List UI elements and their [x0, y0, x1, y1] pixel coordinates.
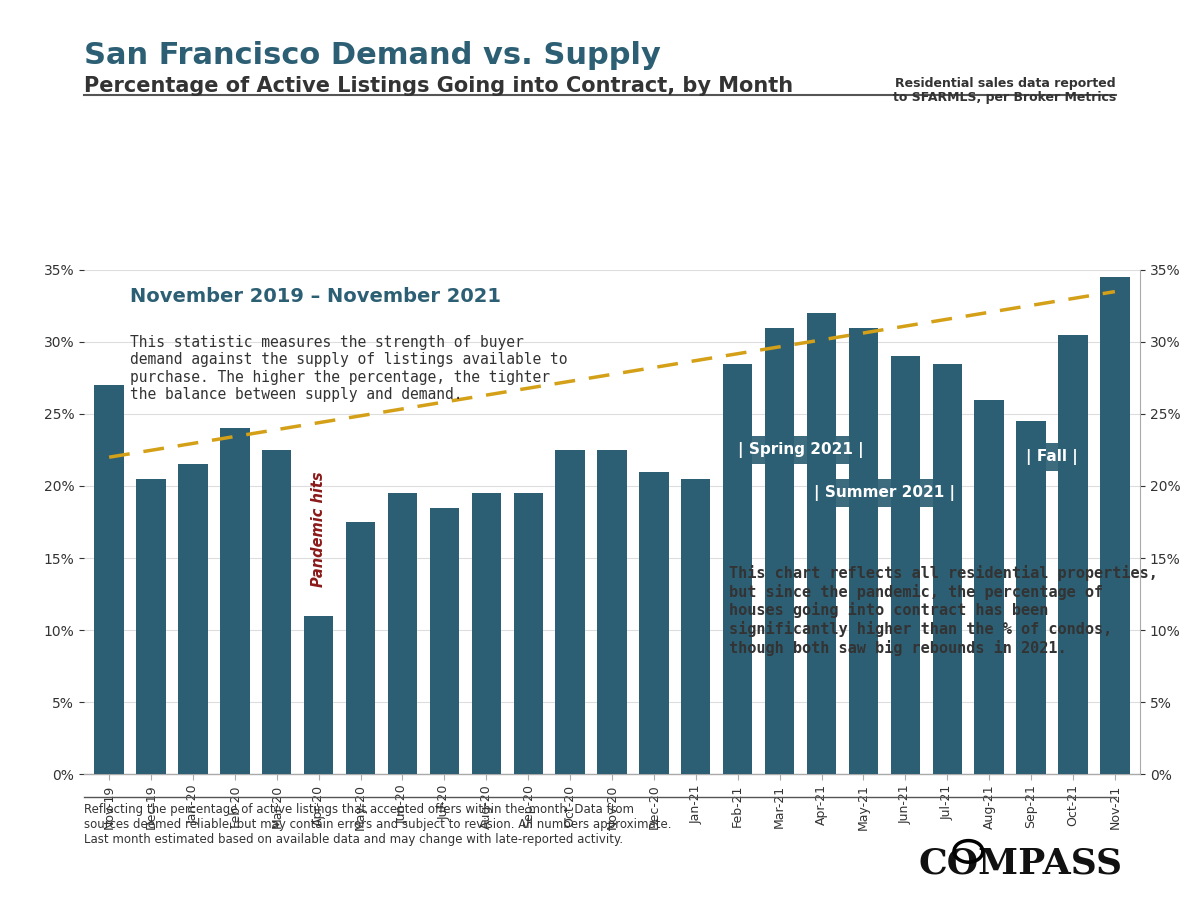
- Bar: [430, 508, 460, 774]
- Text: This statistic measures the strength of buyer
demand against the supply of listi: This statistic measures the strength of …: [130, 335, 568, 402]
- Bar: [640, 472, 668, 774]
- Bar: [137, 479, 166, 774]
- Bar: [179, 464, 208, 774]
- Bar: [974, 400, 1004, 774]
- Bar: [220, 428, 250, 774]
- Bar: [682, 479, 710, 774]
- Bar: [1058, 335, 1087, 774]
- Bar: [304, 616, 334, 774]
- Bar: [1100, 277, 1129, 774]
- Bar: [262, 450, 292, 774]
- Text: Residential sales data reported
to SFARMLS, per Broker Metrics: Residential sales data reported to SFARM…: [893, 76, 1116, 104]
- Bar: [556, 450, 584, 774]
- Bar: [388, 493, 418, 774]
- Bar: [598, 450, 626, 774]
- Text: Pandemic hits: Pandemic hits: [311, 472, 326, 587]
- Text: COMPASS: COMPASS: [918, 846, 1122, 880]
- Text: San Francisco Demand vs. Supply: San Francisco Demand vs. Supply: [84, 40, 661, 69]
- Bar: [724, 364, 752, 774]
- Bar: [514, 493, 542, 774]
- Text: November 2019 – November 2021: November 2019 – November 2021: [130, 287, 502, 306]
- Text: This chart reflects all residential properties,
but since the pandemic, the perc: This chart reflects all residential prop…: [730, 565, 1158, 655]
- Text: Reflecting the percentage of active listings that accepted offers within the mon: Reflecting the percentage of active list…: [84, 803, 672, 846]
- Bar: [95, 385, 124, 774]
- Bar: [1016, 421, 1045, 774]
- Bar: [472, 493, 500, 774]
- Bar: [346, 522, 376, 774]
- Bar: [764, 328, 794, 774]
- Text: | Summer 2021 |: | Summer 2021 |: [814, 485, 955, 501]
- Text: | Spring 2021 |: | Spring 2021 |: [738, 442, 864, 458]
- Bar: [890, 356, 920, 774]
- Bar: [848, 328, 878, 774]
- Text: | Fall |: | Fall |: [1026, 449, 1078, 465]
- Bar: [932, 364, 962, 774]
- Bar: [806, 313, 836, 774]
- Text: Percentage of Active Listings Going into Contract, by Month: Percentage of Active Listings Going into…: [84, 76, 793, 96]
